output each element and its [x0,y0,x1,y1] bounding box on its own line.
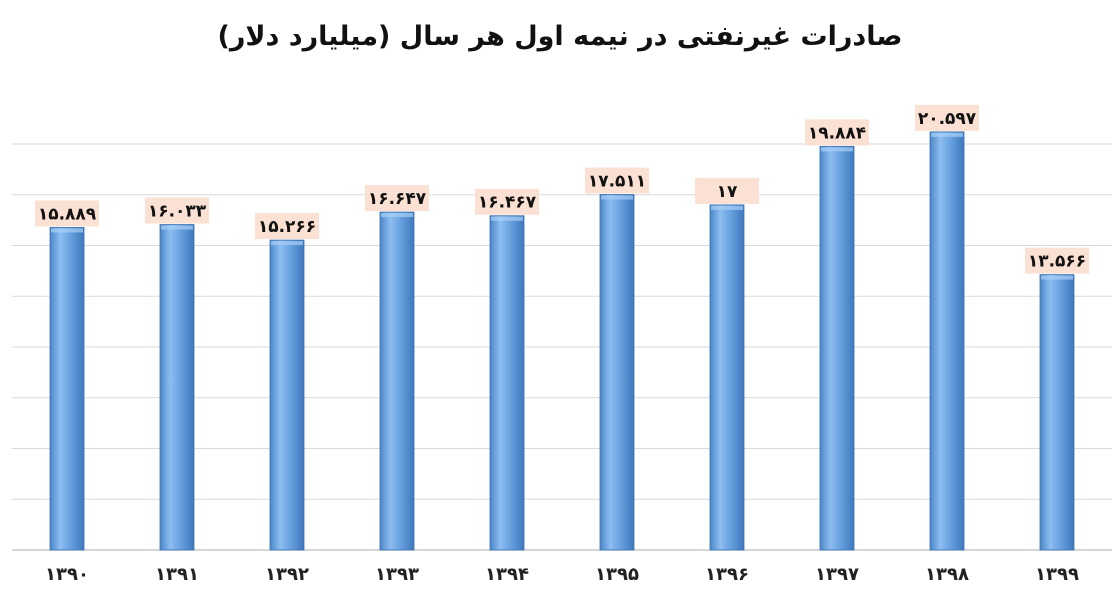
chart-title: صادرات غیرنفتی در نیمه اول هر سال (میلیا… [217,21,902,52]
x-tick-label-9: ۱۳۹۸ [925,564,969,585]
bar-highlight [271,241,303,246]
data-label-background [805,119,869,146]
data-label-background [915,104,979,131]
x-axis-ticks: ۱۳۹۰ ۱۳۹۱ ۱۳۹۲ ۱۳۹۳ ۱۳۹۴ ۱۳۹۵ ۱۳۹۶ ۱۳۹۷ ۱۳۹۸ ۱۳۹۹ [45,564,1079,585]
bar-highlight [1041,275,1073,280]
bar-7 [709,204,745,551]
data-label-2: ۱۶.۰۳۳ [148,202,207,222]
bar-highlight [601,195,633,200]
bar-2 [159,224,195,551]
data-label-background [145,197,209,224]
bar-5 [489,215,525,551]
x-tick-label-6: ۱۳۹۵ [595,564,639,585]
x-tick-label-10: ۱۳۹۹ [1035,564,1079,585]
data-label-3: ۱۵.۲۶۶ [258,217,316,237]
data-label-9: ۲۰.۵۹۷ [918,109,977,129]
data-label-background [35,200,99,227]
bar-9 [929,131,965,551]
x-tick-label-4: ۱۳۹۳ [375,564,419,585]
data-label-background [1025,247,1089,274]
data-label-background [475,188,539,215]
bar-highlight [161,225,193,230]
bar-highlight [821,147,853,152]
data-label-4: ۱۶.۶۴۷ [368,189,427,209]
x-tick-label-3: ۱۳۹۲ [265,564,309,585]
bar-10 [1039,274,1075,551]
bar-highlight [381,213,413,218]
data-label-10: ۱۳.۵۶۶ [1028,252,1086,272]
data-label-8: ۱۹.۸۸۴ [808,123,866,143]
data-label-5: ۱۶.۴۶۷ [478,193,537,213]
grid-lines [12,143,1112,551]
data-label-1: ۱۵.۸۸۹ [38,204,97,224]
bar-8 [819,145,855,551]
data-label-7: ۱۷ [717,182,738,202]
x-tick-label-2: ۱۳۹۱ [155,564,199,585]
x-tick-label-5: ۱۳۹۴ [485,564,529,585]
bars [49,131,1075,551]
bar-highlight [491,216,523,221]
x-tick-label-7: ۱۳۹۶ [705,564,749,585]
data-labels: ۱۵.۸۸۹ ۱۶.۰۳۳ ۱۵.۲۶۶ ۱۶.۶۴۷ ۱۶.۴۶۷ ۱۷.۵۱۱ ۱۷ ۱۹… [35,104,1089,274]
bar-6 [599,194,635,551]
bar-highlight [51,228,83,233]
bar-1 [49,227,85,551]
x-tick-label-1: ۱۳۹۰ [45,564,89,585]
data-label-background [695,177,759,204]
data-label-background [585,167,649,194]
data-label-background [365,185,429,212]
bar-3 [269,239,305,551]
bar-4 [379,211,415,551]
bar-highlight [711,205,743,210]
x-tick-label-8: ۱۳۹۷ [815,564,859,585]
data-label-6: ۱۷.۵۱۱ [588,172,646,192]
bar-highlight [931,132,963,137]
data-label-background [255,213,319,240]
